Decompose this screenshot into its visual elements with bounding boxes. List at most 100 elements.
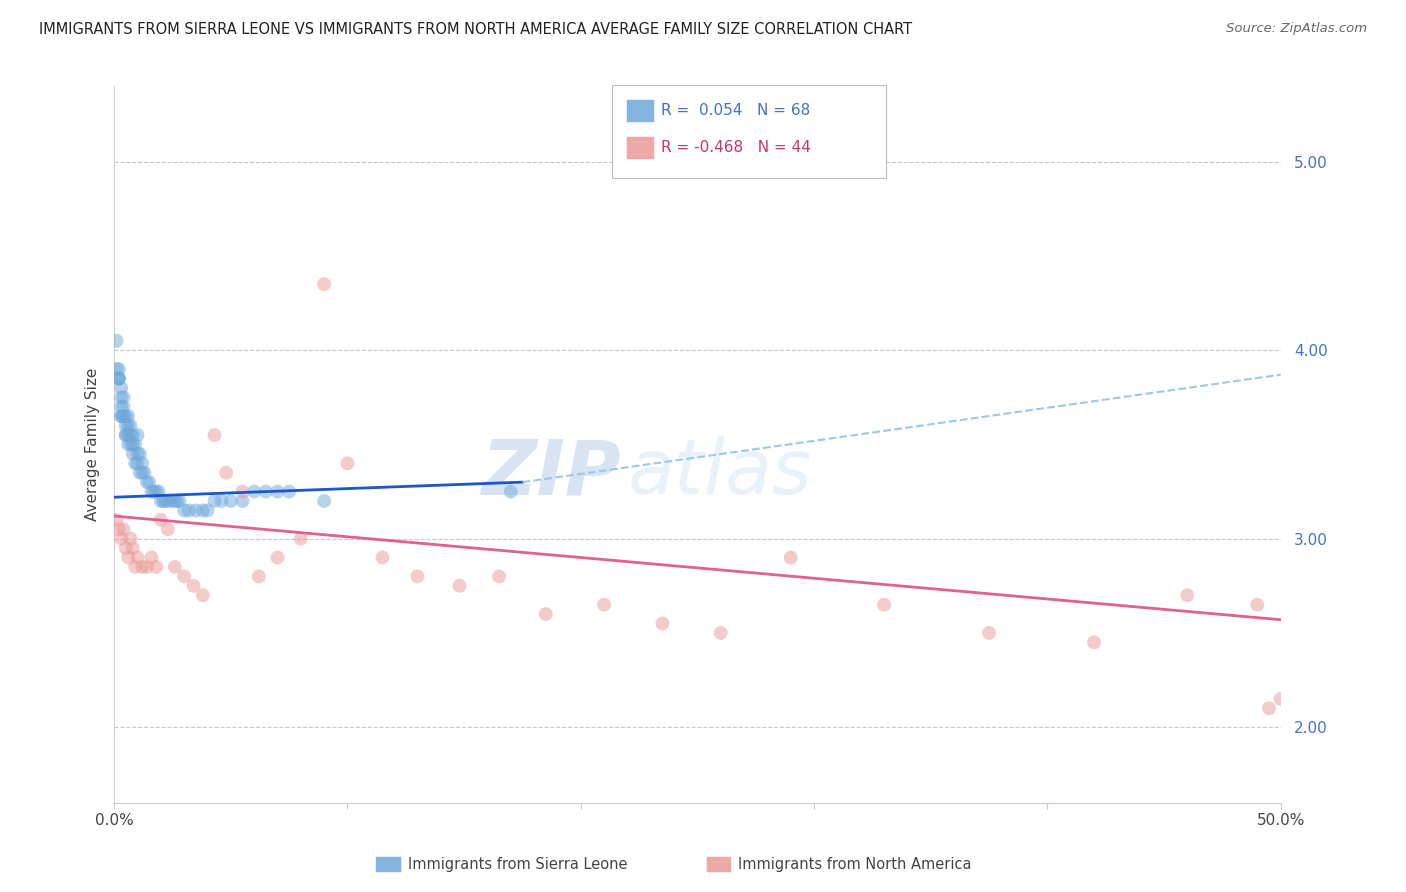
Point [215, 466, 238, 480]
Text: ZIP: ZIP [482, 436, 621, 510]
Point [108, 362, 131, 376]
Point [127, 428, 149, 442]
Point [149, 494, 172, 508]
Point [162, 494, 184, 508]
Point [115, 428, 138, 442]
Point [488, 569, 510, 583]
Point [120, 532, 142, 546]
Point [163, 494, 186, 508]
Point [278, 484, 301, 499]
Point [117, 418, 139, 433]
Point [131, 456, 153, 470]
Point [112, 409, 135, 424]
Point [231, 494, 253, 508]
Point [124, 456, 146, 470]
Point [112, 409, 135, 424]
Text: Source: ZipAtlas.com: Source: ZipAtlas.com [1226, 22, 1367, 36]
Point [120, 428, 142, 442]
Point [156, 522, 179, 536]
Point [145, 560, 167, 574]
Text: R = -0.468   N = 44: R = -0.468 N = 44 [661, 140, 811, 154]
Point [110, 381, 132, 395]
Point [134, 466, 156, 480]
Point [112, 522, 135, 536]
Point [163, 560, 186, 574]
Point [183, 579, 205, 593]
Point [131, 560, 153, 574]
Point [105, 362, 128, 376]
Point [211, 494, 233, 508]
Point [155, 494, 177, 508]
Point [138, 475, 160, 490]
Text: Immigrants from North America: Immigrants from North America [738, 857, 972, 871]
Point [1246, 598, 1268, 612]
Point [110, 400, 132, 414]
Point [110, 409, 132, 424]
Point [145, 484, 167, 499]
Point [449, 579, 471, 593]
Point [110, 409, 132, 424]
Point [112, 390, 135, 404]
Point [254, 484, 277, 499]
Point [204, 428, 226, 442]
Point [710, 626, 733, 640]
Point [127, 550, 149, 565]
Point [1175, 588, 1198, 602]
Point [148, 484, 170, 499]
Point [117, 428, 139, 442]
Point [105, 334, 128, 348]
Point [156, 494, 179, 508]
Point [120, 418, 142, 433]
Point [121, 437, 143, 451]
Point [219, 494, 242, 508]
Point [110, 390, 132, 404]
Point [115, 418, 138, 433]
Point [173, 569, 195, 583]
Point [873, 598, 896, 612]
Point [117, 409, 139, 424]
Point [120, 437, 142, 451]
Point [1270, 691, 1292, 706]
Point [121, 541, 143, 555]
Point [124, 560, 146, 574]
Point [197, 503, 219, 517]
Point [124, 437, 146, 451]
Point [593, 598, 616, 612]
Point [499, 484, 522, 499]
Point [127, 447, 149, 461]
Point [115, 541, 138, 555]
Point [266, 484, 288, 499]
Point [651, 616, 673, 631]
Point [1258, 701, 1281, 715]
Point [152, 494, 174, 508]
Text: IMMIGRANTS FROM SIERRA LEONE VS IMMIGRANTS FROM NORTH AMERICA AVERAGE FAMILY SIZ: IMMIGRANTS FROM SIERRA LEONE VS IMMIGRAN… [39, 22, 912, 37]
Point [108, 522, 131, 536]
Point [149, 513, 172, 527]
Point [142, 484, 165, 499]
Point [290, 532, 312, 546]
Point [243, 484, 266, 499]
Point [135, 475, 157, 490]
Point [1083, 635, 1105, 649]
Point [141, 550, 163, 565]
Point [141, 484, 163, 499]
Point [108, 371, 131, 385]
Point [173, 503, 195, 517]
Point [169, 494, 191, 508]
Point [184, 503, 207, 517]
Text: R =  0.054   N = 68: R = 0.054 N = 68 [661, 103, 810, 118]
Point [128, 447, 150, 461]
Point [191, 588, 214, 602]
Point [534, 607, 557, 621]
Point [121, 447, 143, 461]
Text: Immigrants from Sierra Leone: Immigrants from Sierra Leone [408, 857, 627, 871]
Point [131, 466, 153, 480]
Point [371, 550, 394, 565]
Point [110, 532, 132, 546]
Point [191, 503, 214, 517]
Point [977, 626, 1000, 640]
Point [128, 466, 150, 480]
Point [108, 371, 131, 385]
Point [314, 277, 336, 292]
Point [177, 503, 200, 517]
